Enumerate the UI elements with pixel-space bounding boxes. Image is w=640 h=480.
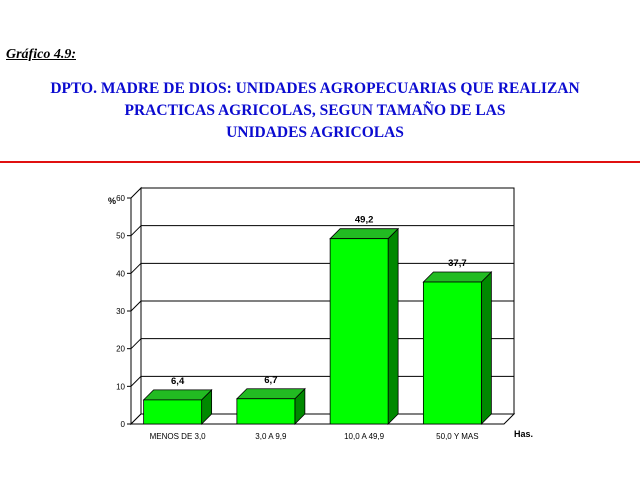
bar-top [422, 271, 493, 283]
y-tick-label: 0 [121, 420, 126, 429]
bar-top [142, 389, 213, 401]
gridline-side [130, 225, 142, 237]
y-axis-label: % [108, 196, 116, 206]
y-tick-label: 50 [116, 232, 125, 241]
chart-title: DPTO. MADRE DE DIOS: UNIDADES AGROPECUAR… [0, 78, 630, 144]
data-label: 37,7 [448, 258, 467, 269]
x-tick-label: MENOS DE 3,0 [150, 432, 207, 441]
bar [329, 238, 389, 425]
x-axis-label: Has. [514, 429, 533, 439]
gridline-side [130, 262, 142, 274]
gridline-side [130, 300, 142, 312]
data-label: 49,2 [355, 215, 374, 226]
data-label: 6,4 [171, 376, 185, 387]
bar-side [387, 227, 399, 425]
figure-label: Gráfico 4.9: [6, 47, 76, 62]
bar-top [329, 228, 400, 240]
title-line-1: DPTO. MADRE DE DIOS: UNIDADES AGROPECUAR… [50, 80, 580, 97]
title-line-3: UNIDADES AGRICOLAS [226, 124, 404, 141]
y-tick-label: 20 [116, 345, 125, 354]
bar [422, 281, 482, 425]
title-divider [0, 161, 640, 163]
x-tick-label: 50,0 Y MAS [436, 432, 478, 441]
gridline-side [130, 338, 142, 350]
bar-top [235, 388, 306, 400]
title-line-2: PRACTICAS AGRICOLAS, SEGUN TAMAÑO DE LAS [124, 102, 506, 119]
x-tick-label: 10,0 A 49,9 [344, 432, 385, 441]
bar-side [480, 271, 492, 425]
y-tick-label: 30 [116, 307, 125, 316]
y-tick-label: 10 [116, 382, 125, 391]
data-label: 6,7 [264, 375, 277, 386]
gridline-side [130, 375, 142, 387]
bar [236, 398, 296, 425]
y-tick-label: 60 [116, 194, 125, 203]
bar [143, 399, 203, 425]
y-tick-label: 40 [116, 269, 125, 278]
x-tick-label: 3,0 A 9,9 [255, 432, 287, 441]
